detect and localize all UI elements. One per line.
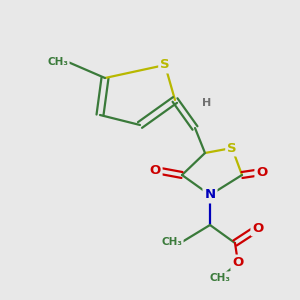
Text: O: O [252,221,264,235]
Text: O: O [256,166,268,178]
Text: O: O [232,256,244,269]
Text: CH₃: CH₃ [47,57,68,67]
Text: H: H [202,98,211,108]
Text: CH₃: CH₃ [161,237,182,247]
Text: S: S [160,58,170,71]
Text: O: O [149,164,161,176]
Text: S: S [227,142,237,154]
Text: CH₃: CH₃ [209,273,230,283]
Text: N: N [204,188,216,202]
